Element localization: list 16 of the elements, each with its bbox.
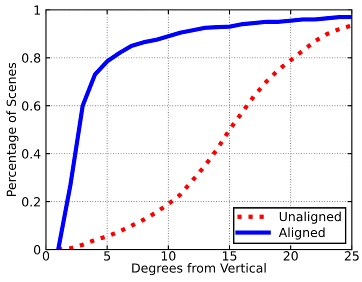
x-tick-label: 25 [344,251,359,261]
x-tick-label: 20 [284,251,298,261]
y-tick-label: 0.6 [22,101,40,111]
x-tick-label: 15 [222,251,236,261]
x-axis-title: Degrees from Vertical [132,263,266,276]
y-tick-label: 0 [34,245,40,254]
y-axis-title: Percentage of Scenes [6,62,18,196]
x-tick-label: 5 [104,251,110,261]
legend-label: Unaligned [280,212,341,224]
x-tick-label: 10 [162,251,176,261]
y-tick-label: 0.2 [22,197,40,207]
y-tick-label: 0.4 [22,149,40,159]
y-tick-label: 0.8 [22,53,40,63]
legend-label: Aligned [278,227,325,240]
y-tick-label: 1 [34,6,40,15]
x-tick-label: 0 [42,251,50,261]
